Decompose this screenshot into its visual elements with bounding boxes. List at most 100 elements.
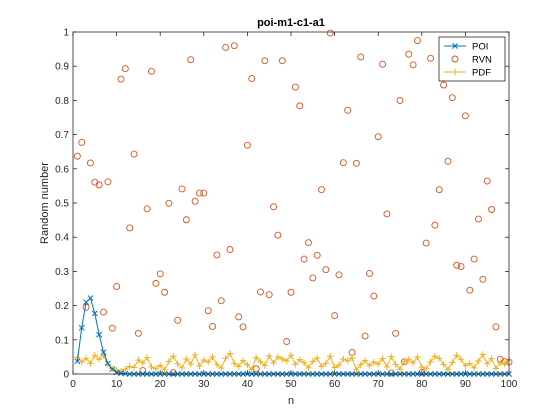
data-point-pdf — [405, 356, 412, 363]
data-point-pdf — [161, 366, 168, 374]
data-point-rvn — [257, 288, 264, 296]
data-point-pdf — [143, 354, 151, 361]
data-point-rvn — [278, 57, 286, 65]
y-tick-label: 0.4 — [55, 233, 69, 244]
legend-marker — [451, 55, 459, 63]
data-point-rvn — [492, 323, 500, 331]
data-point-rvn — [422, 239, 430, 247]
data-point-pdf — [383, 363, 391, 371]
data-point-pdf — [357, 361, 364, 368]
data-point-pdf — [379, 355, 386, 362]
axes-box — [72, 31, 510, 375]
y-tick-label: 0 — [63, 370, 69, 381]
data-point-rvn — [431, 221, 439, 229]
data-point-rvn — [217, 297, 225, 305]
data-point-pdf — [422, 365, 430, 373]
data-point-rvn — [222, 43, 230, 51]
data-point-rvn — [435, 186, 443, 194]
data-point-rvn — [396, 96, 404, 104]
data-point-pdf — [152, 365, 160, 373]
data-point-rvn — [230, 42, 238, 50]
data-point-rvn — [73, 152, 81, 160]
data-point-rvn — [488, 206, 496, 213]
data-point-pdf — [261, 362, 269, 369]
data-point-rvn — [479, 275, 487, 283]
data-point-pdf — [183, 355, 190, 363]
data-point-rvn — [483, 177, 491, 185]
data-point-pdf — [388, 353, 395, 360]
data-point-pdf — [340, 355, 347, 363]
data-point-rvn — [291, 83, 299, 91]
data-point-pdf — [418, 363, 425, 371]
data-point-pdf — [130, 364, 138, 371]
data-point-poi — [109, 366, 116, 373]
x-axis-label: n — [288, 395, 294, 407]
data-point-rvn — [313, 251, 321, 259]
data-point-rvn — [187, 56, 195, 64]
data-point-rvn — [78, 139, 86, 146]
data-point-rvn — [182, 216, 190, 224]
data-point-pdf — [436, 355, 443, 362]
data-point-pdf — [449, 359, 456, 366]
data-point-pdf — [409, 359, 417, 367]
data-point-pdf — [492, 365, 500, 372]
data-point-pdf — [300, 359, 308, 366]
data-point-pdf — [191, 351, 199, 359]
data-point-pdf — [222, 355, 229, 362]
series-line-pdf — [76, 352, 510, 372]
data-point-pdf — [348, 354, 356, 362]
x-tick-label: 60 — [329, 379, 341, 390]
data-point-pdf — [122, 366, 129, 373]
data-point-rvn — [457, 263, 465, 271]
data-point-pdf — [248, 366, 255, 373]
data-point-pdf — [157, 362, 164, 369]
legend-label: POI — [472, 42, 488, 53]
data-point-poi — [91, 310, 98, 317]
data-point-rvn — [195, 189, 203, 197]
data-point-rvn — [339, 159, 347, 167]
x-tick-label: 80 — [416, 379, 428, 390]
data-point-pdf — [427, 358, 434, 365]
series-rvn — [73, 29, 513, 377]
x-tick-label: 40 — [242, 379, 254, 390]
legend-item-pdf: PDF — [444, 68, 491, 79]
data-point-pdf — [178, 364, 186, 372]
data-point-pdf — [484, 360, 491, 367]
data-point-pdf — [440, 361, 447, 368]
data-point-poi — [104, 360, 111, 367]
data-point-rvn — [239, 323, 247, 331]
plot-area — [73, 32, 509, 374]
legend-label: PDF — [472, 68, 491, 79]
data-point-pdf — [370, 358, 378, 366]
data-point-rvn — [261, 57, 269, 65]
data-point-rvn — [200, 189, 208, 197]
data-point-rvn — [370, 292, 378, 300]
data-point-pdf — [396, 366, 404, 373]
data-point-rvn — [344, 106, 352, 114]
series-pdf — [74, 350, 513, 375]
data-point-rvn — [95, 181, 103, 189]
data-point-rvn — [309, 274, 317, 282]
x-tick-label: 30 — [198, 379, 210, 390]
data-point-pdf — [361, 357, 369, 364]
data-point-pdf — [252, 354, 260, 361]
data-point-pdf — [279, 355, 286, 363]
data-point-rvn — [274, 231, 282, 239]
data-point-rvn — [270, 203, 278, 211]
data-point-rvn — [304, 239, 312, 247]
data-point-rvn — [265, 291, 273, 299]
data-point-pdf — [226, 350, 234, 357]
data-point-pdf — [244, 361, 251, 368]
y-tick-label: 0.7 — [55, 130, 69, 141]
y-tick-label: 1 — [63, 28, 69, 39]
y-axis-label: Random number — [39, 162, 51, 244]
data-point-rvn — [361, 332, 369, 340]
data-point-rvn — [126, 224, 134, 232]
data-point-rvn — [352, 159, 360, 167]
data-point-pdf — [475, 357, 482, 365]
data-point-rvn — [178, 185, 186, 193]
data-point-pdf — [322, 360, 330, 367]
data-point-pdf — [274, 353, 282, 361]
data-point-pdf — [292, 361, 299, 368]
x-tick-label: 20 — [155, 379, 167, 390]
